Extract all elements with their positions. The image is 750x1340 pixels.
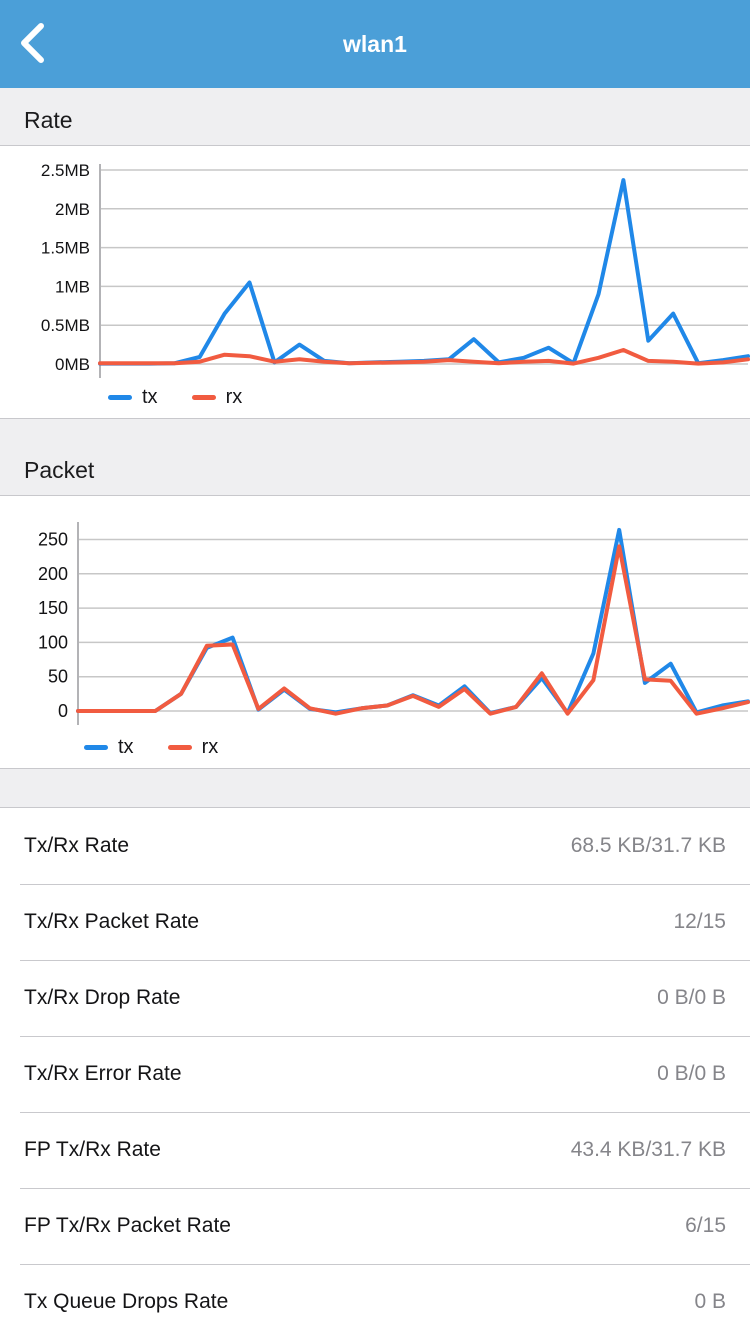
table-row: Tx/Rx Error Rate 0 B/0 B xyxy=(0,1036,750,1112)
y-tick-label: 100 xyxy=(38,632,68,652)
y-tick-label: 2MB xyxy=(55,200,90,219)
row-value: 68.5 KB/31.7 KB xyxy=(570,834,726,857)
row-value: 6/15 xyxy=(685,1214,726,1237)
rate-chart: 0MB 0.5MB 1MB 1.5MB 2MB 2.5MB xyxy=(41,161,750,378)
rate-chart-block: 0MB 0.5MB 1MB 1.5MB 2MB 2.5MB tx rx xyxy=(0,146,750,418)
y-tick-label: 1MB xyxy=(55,277,90,296)
y-tick-label: 0MB xyxy=(55,355,90,374)
y-tick-label: 1.5MB xyxy=(41,239,90,258)
series-line-tx xyxy=(98,178,750,366)
legend-dash-rx xyxy=(191,395,216,400)
row-value: 12/15 xyxy=(673,910,726,933)
stats-table: Tx/Rx Rate 68.5 KB/31.7 KB Tx/Rx Packet Ra… xyxy=(0,808,750,1340)
spacer-band xyxy=(0,768,750,808)
legend-label-rx: rx xyxy=(201,736,219,758)
legend-item-rx: rx xyxy=(191,386,243,409)
row-value: 0 B/0 B xyxy=(657,1062,726,1085)
table-row: Tx/Rx Packet Rate 12/15 xyxy=(0,884,750,960)
row-label: FP Tx/Rx Rate xyxy=(24,1138,161,1161)
legend-label-tx: tx xyxy=(118,736,134,758)
legend-label-tx: tx xyxy=(142,386,158,408)
row-value: 43.4 KB/31.7 KB xyxy=(570,1138,726,1161)
app-header: wlan1 xyxy=(0,0,750,88)
row-value: 0 B/0 B xyxy=(657,986,726,1009)
section-packet-label: Packet xyxy=(24,457,95,483)
y-tick-label: 2.5MB xyxy=(41,161,90,180)
legend-label-rx: rx xyxy=(225,386,243,408)
legend-dash-tx xyxy=(108,395,132,400)
series-line-rx xyxy=(76,544,750,716)
row-label: Tx/Rx Drop Rate xyxy=(24,986,181,1009)
series-line-rx xyxy=(98,348,750,366)
y-tick-label: 50 xyxy=(48,667,68,687)
page-title: wlan1 xyxy=(343,30,407,57)
y-tick-label: 250 xyxy=(38,530,68,550)
y-tick-label: 0 xyxy=(58,701,68,721)
row-value: 0 B xyxy=(694,1290,726,1313)
table-row: FP Tx/Rx Rate 43.4 KB/31.7 KB xyxy=(0,1112,750,1188)
table-row: Tx Queue Drops Rate 0 B xyxy=(0,1264,750,1340)
back-button[interactable] xyxy=(8,20,56,68)
section-rate-label: Rate xyxy=(24,107,73,133)
series-line-tx xyxy=(76,527,750,716)
table-row: FP Tx/Rx Packet Rate 6/15 xyxy=(0,1188,750,1264)
legend-item-tx: tx xyxy=(108,386,158,409)
rate-chart-legend: tx rx xyxy=(108,386,242,409)
legend-dash-rx xyxy=(167,745,192,750)
table-row: Tx/Rx Drop Rate 0 B/0 B xyxy=(0,960,750,1036)
row-label: Tx Queue Drops Rate xyxy=(24,1290,229,1313)
row-label: Tx/Rx Rate xyxy=(24,834,130,857)
y-tick-label: 200 xyxy=(38,564,68,584)
row-label: FP Tx/Rx Packet Rate xyxy=(24,1214,231,1237)
section-header-packet: Packet xyxy=(0,418,750,496)
packet-chart-legend: tx rx xyxy=(84,736,218,759)
legend-item-tx: tx xyxy=(84,736,134,759)
packet-chart: 0 50 100 150 200 250 xyxy=(38,522,750,725)
legend-item-rx: rx xyxy=(167,736,219,759)
row-label: Tx/Rx Packet Rate xyxy=(24,910,200,933)
row-label: Tx/Rx Error Rate xyxy=(24,1062,182,1085)
y-tick-label: 0.5MB xyxy=(41,316,90,335)
chevron-left-icon xyxy=(19,22,45,67)
table-row: Tx/Rx Rate 68.5 KB/31.7 KB xyxy=(0,808,750,884)
section-header-rate: Rate xyxy=(0,88,750,146)
legend-dash-tx xyxy=(84,745,108,750)
y-tick-label: 150 xyxy=(38,598,68,618)
packet-chart-block: 0 50 100 150 200 250 tx rx xyxy=(0,496,750,768)
